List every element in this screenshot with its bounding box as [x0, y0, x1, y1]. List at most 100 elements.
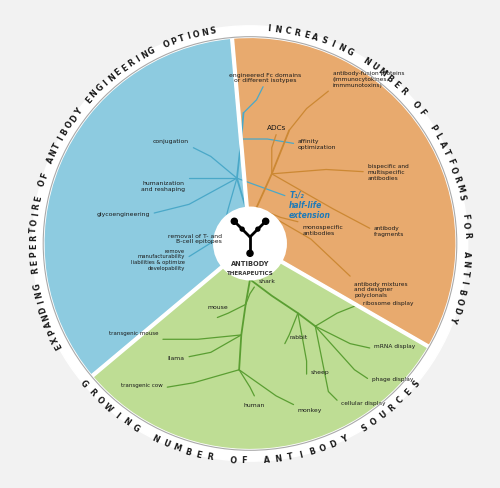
Text: remove
manufacturability
liabilities & optimize
developability: remove manufacturability liabilities & o… — [130, 248, 184, 270]
Text: A: A — [264, 455, 270, 464]
Text: R: R — [398, 86, 408, 97]
Text: O: O — [192, 29, 201, 40]
Text: E: E — [120, 62, 130, 73]
Text: F: F — [416, 107, 427, 117]
Text: N: N — [48, 148, 59, 158]
Text: A: A — [436, 140, 448, 149]
Text: transgenic mouse: transgenic mouse — [109, 330, 158, 335]
Text: P: P — [46, 326, 57, 336]
Text: T: T — [52, 141, 62, 150]
Text: engineered Fc domains
or different isotypes: engineered Fc domains or different isoty… — [229, 72, 302, 83]
Text: B: B — [184, 446, 192, 456]
Text: A: A — [462, 250, 471, 257]
Text: S: S — [456, 193, 466, 201]
Text: humanization
and reshaping: humanization and reshaping — [140, 181, 184, 192]
Text: X: X — [50, 334, 60, 343]
Text: E: E — [84, 95, 94, 105]
Text: antibody mixtures
and designer
polyclonals: antibody mixtures and designer polyclona… — [354, 281, 408, 298]
Text: E: E — [113, 67, 123, 78]
Text: I: I — [134, 55, 141, 63]
Text: I: I — [298, 449, 304, 459]
Text: R: R — [386, 402, 397, 413]
Text: A: A — [45, 156, 56, 165]
Text: affinity
optimization: affinity optimization — [298, 139, 337, 149]
Text: P: P — [170, 37, 178, 47]
Text: G: G — [130, 422, 141, 433]
Text: S: S — [320, 36, 328, 46]
Text: O: O — [454, 296, 464, 305]
Text: E: E — [392, 80, 402, 90]
Text: O: O — [461, 222, 470, 229]
Text: A: A — [311, 33, 320, 43]
Text: removal of T- and
B-cell epitopes: removal of T- and B-cell epitopes — [168, 233, 222, 244]
Text: G: G — [345, 47, 355, 58]
Text: N: N — [106, 72, 118, 83]
Circle shape — [232, 219, 237, 225]
Text: N: N — [151, 433, 161, 444]
Text: T: T — [29, 227, 38, 233]
Text: M: M — [454, 183, 464, 193]
Text: E: E — [30, 259, 39, 265]
Text: A: A — [44, 319, 54, 328]
Text: I: I — [102, 79, 110, 87]
Text: R: R — [32, 202, 42, 210]
Circle shape — [32, 27, 468, 461]
Text: D: D — [68, 113, 80, 123]
Circle shape — [214, 208, 286, 280]
Text: T₁/₂
half-life
extension: T₁/₂ half-life extension — [289, 190, 331, 220]
Text: E: E — [29, 243, 38, 248]
Text: G: G — [94, 83, 106, 94]
Text: O: O — [30, 218, 40, 225]
Text: R: R — [30, 266, 40, 273]
Text: cellular display: cellular display — [342, 400, 386, 405]
Text: Y: Y — [448, 314, 458, 322]
Text: Y: Y — [73, 107, 84, 117]
Text: E: E — [302, 30, 310, 40]
Text: N: N — [336, 42, 346, 54]
Text: P: P — [29, 251, 38, 257]
Text: W: W — [102, 401, 115, 414]
Text: F: F — [242, 455, 247, 465]
Text: U: U — [369, 61, 380, 73]
Text: I: I — [36, 298, 46, 304]
Text: sheep: sheep — [311, 370, 330, 375]
Text: O: O — [448, 165, 459, 175]
Text: glycoengineering: glycoengineering — [96, 211, 150, 216]
Text: M: M — [376, 66, 388, 79]
Text: G: G — [32, 282, 42, 289]
Text: O: O — [318, 442, 328, 453]
Text: O: O — [229, 455, 236, 464]
Text: T: T — [178, 34, 186, 44]
Text: D: D — [452, 305, 462, 313]
Text: O: O — [94, 394, 106, 405]
Text: bispecific and
multispecific
antibodies: bispecific and multispecific antibodies — [368, 164, 408, 181]
Text: R: R — [126, 58, 136, 69]
Text: N: N — [361, 56, 372, 67]
Text: N: N — [274, 25, 282, 35]
Text: R: R — [293, 28, 301, 38]
Text: E: E — [54, 341, 64, 350]
Text: ribosome display: ribosome display — [363, 300, 414, 305]
Wedge shape — [43, 39, 250, 377]
Text: mouse: mouse — [208, 304, 228, 309]
Text: S: S — [410, 378, 422, 388]
Text: N: N — [461, 259, 470, 266]
Text: I: I — [267, 24, 271, 33]
Wedge shape — [232, 38, 457, 347]
Text: C: C — [395, 394, 406, 405]
Text: conjugation: conjugation — [153, 139, 189, 144]
Text: T: T — [286, 451, 294, 461]
Text: M: M — [172, 442, 182, 453]
Text: phage display: phage display — [372, 376, 414, 381]
Text: R: R — [206, 451, 214, 462]
Text: D: D — [38, 304, 48, 313]
Text: ANTIBODY: ANTIBODY — [231, 261, 269, 266]
Text: N: N — [34, 289, 44, 298]
Circle shape — [247, 251, 253, 257]
Text: Y: Y — [340, 433, 348, 444]
Text: B: B — [384, 73, 394, 84]
Text: S: S — [360, 422, 369, 433]
Text: F: F — [445, 157, 456, 165]
Text: O: O — [410, 100, 422, 110]
Text: N: N — [140, 49, 150, 61]
